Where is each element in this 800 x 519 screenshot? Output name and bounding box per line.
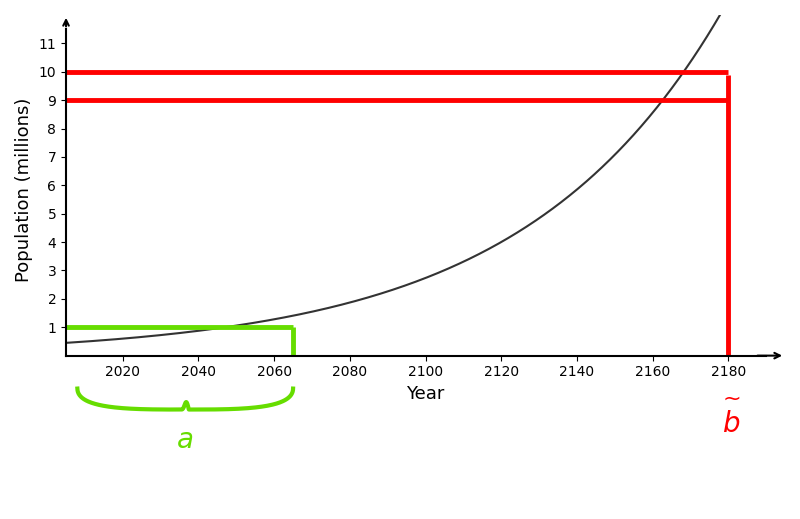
Text: a: a bbox=[177, 426, 194, 454]
Text: ~: ~ bbox=[722, 389, 741, 408]
X-axis label: Year: Year bbox=[406, 385, 445, 403]
Text: b: b bbox=[723, 409, 741, 438]
Y-axis label: Population (millions): Population (millions) bbox=[15, 98, 33, 282]
